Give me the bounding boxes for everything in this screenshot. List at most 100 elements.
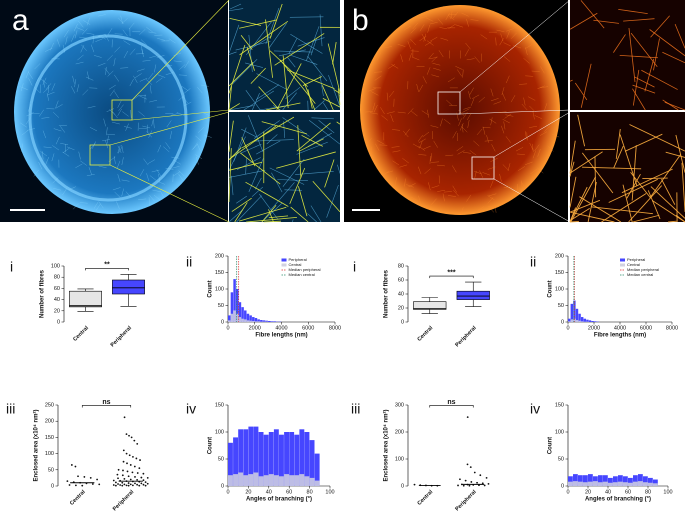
fibre xyxy=(501,87,505,96)
point xyxy=(74,465,77,468)
fibre xyxy=(375,143,380,151)
fibre xyxy=(246,47,255,71)
fibre xyxy=(43,79,46,88)
fibre xyxy=(496,29,505,33)
point xyxy=(146,482,149,485)
bar xyxy=(633,481,638,486)
fibre xyxy=(117,108,122,116)
y-tick-label: 200 xyxy=(215,253,224,259)
point xyxy=(462,484,465,487)
fibre xyxy=(456,112,459,121)
fibre xyxy=(234,202,248,223)
fibre xyxy=(642,177,668,179)
x-axis-title: Fibre lengths (nm) xyxy=(594,333,646,339)
bar xyxy=(246,320,250,322)
fibre xyxy=(240,143,262,154)
fibre xyxy=(501,125,505,134)
fibre xyxy=(323,102,329,111)
fibre xyxy=(423,33,426,42)
bar xyxy=(265,320,268,322)
fibre xyxy=(75,163,83,169)
fibre xyxy=(139,95,147,100)
fibre xyxy=(133,75,138,83)
x-tick-label: 4000 xyxy=(275,325,287,331)
point xyxy=(142,483,145,486)
point xyxy=(117,468,120,471)
fibre xyxy=(289,54,318,65)
point xyxy=(473,471,476,474)
fibre xyxy=(289,167,306,205)
fibre xyxy=(438,175,441,184)
bar xyxy=(628,477,633,486)
fibre xyxy=(240,152,281,185)
fibre xyxy=(510,32,517,39)
x-tick-label: 8000 xyxy=(329,325,341,331)
y-axis-title: Count xyxy=(548,280,554,297)
y-tick-label: 0 xyxy=(57,319,60,325)
fibre xyxy=(136,68,145,72)
fibre xyxy=(112,111,118,119)
fibre xyxy=(503,186,512,188)
fibre xyxy=(522,35,530,40)
fibre xyxy=(310,205,322,223)
bar xyxy=(228,315,231,322)
significance-bracket xyxy=(81,405,132,408)
bar xyxy=(230,292,234,322)
fibre xyxy=(411,56,420,61)
fibre xyxy=(527,96,536,101)
fibre xyxy=(368,88,376,92)
fibre xyxy=(632,214,660,223)
y-axis-title: Number of fibres xyxy=(40,269,46,318)
x-tick-label: Central xyxy=(69,489,87,507)
bar xyxy=(248,426,254,486)
fibre xyxy=(337,88,341,105)
y-axis-title: Enclosed area (x10⁴ nm²) xyxy=(33,410,40,482)
fibre xyxy=(239,19,277,29)
point xyxy=(129,478,132,481)
fibre xyxy=(229,3,242,10)
bar xyxy=(648,477,653,486)
fibre xyxy=(404,178,406,187)
fibre xyxy=(114,46,121,53)
fibre xyxy=(97,33,106,38)
point xyxy=(123,477,126,480)
point xyxy=(457,484,459,487)
fibre xyxy=(182,96,188,104)
bar xyxy=(598,482,603,486)
fibre xyxy=(55,100,59,109)
fibre xyxy=(447,77,455,83)
bar xyxy=(236,313,239,322)
fibre xyxy=(366,138,372,145)
significance-label: ns xyxy=(447,399,455,406)
fibre xyxy=(197,86,203,94)
bar xyxy=(262,320,266,322)
legend-swatch xyxy=(281,263,287,267)
bar xyxy=(578,320,581,322)
fibre xyxy=(288,38,298,54)
point xyxy=(122,460,125,463)
fibre xyxy=(279,49,306,57)
fibre xyxy=(125,191,132,198)
bar xyxy=(230,313,234,322)
fibre xyxy=(149,85,152,94)
fibre xyxy=(519,83,528,85)
bar xyxy=(591,321,594,322)
fibre xyxy=(641,69,678,90)
fibre xyxy=(231,197,252,212)
fibre xyxy=(165,167,174,170)
fibre xyxy=(74,30,78,39)
fibre xyxy=(525,131,527,140)
y-tick-label: 250 xyxy=(45,402,54,408)
fibre xyxy=(125,123,129,132)
fibre xyxy=(200,84,209,87)
point xyxy=(142,472,145,475)
fibre xyxy=(259,105,285,111)
panel-letter: a xyxy=(12,4,29,37)
fibre xyxy=(428,182,431,191)
point xyxy=(140,476,143,479)
point xyxy=(96,478,99,481)
fibre xyxy=(121,157,124,166)
fibre xyxy=(532,150,536,159)
fibre xyxy=(176,112,185,116)
point xyxy=(126,462,128,465)
